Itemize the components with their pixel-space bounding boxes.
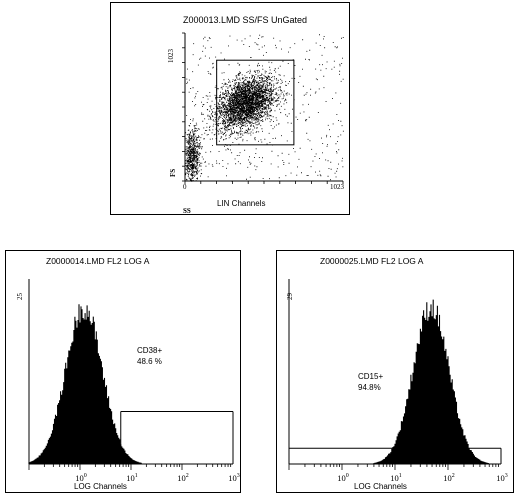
scatter-xtick-0: 0 xyxy=(183,183,187,191)
hist-bar-series xyxy=(28,304,142,464)
hist-x-tick-label: 103 xyxy=(496,473,508,483)
histogram-plot-cd38: Z0000014.LMD FL2 LOG A 25 LOG Channels C… xyxy=(16,256,240,491)
scatter-xlabel: LIN Channels xyxy=(217,199,265,208)
histogram-plot-cd15: Z0000025.LMD FL2 LOG A 29 LOG Channels C… xyxy=(286,256,508,491)
scatter-xtick-1023: 1023 xyxy=(330,183,345,191)
hist-cd38-xlabel: LOG Channels xyxy=(74,482,127,491)
hist-x-tick-label: 102 xyxy=(177,473,189,483)
hist-cd15-gate-label: CD15+ xyxy=(358,372,383,381)
scatter-axes xyxy=(182,32,344,184)
hist-cd38-title: Z0000014.LMD FL2 LOG A xyxy=(46,256,150,266)
hist-x-tick-label: 100 xyxy=(337,473,349,483)
scatter-plot: Z000013.LMD SS/FS UnGated FS SS LIN Chan… xyxy=(167,15,345,215)
scatter-events xyxy=(185,34,344,182)
hist-cd38-ytick: 25 xyxy=(16,293,24,301)
hist-cd15-ytick: 29 xyxy=(286,293,294,301)
hist-bar-series xyxy=(373,299,489,464)
hist-cd38-gate-percent: 48.6 % xyxy=(137,357,162,366)
histogram-panel-cd38: Z0000014.LMD FL2 LOG A 25 LOG Channels C… xyxy=(5,250,241,493)
hist-cd38-xticks: 100 101 102 103 xyxy=(75,473,240,483)
histogram-panel-cd15: Z0000025.LMD FL2 LOG A 29 LOG Channels C… xyxy=(276,250,514,493)
scatter-title: Z000013.LMD SS/FS UnGated xyxy=(183,15,307,25)
scatter-event-dots xyxy=(185,34,344,182)
scatter-gate-rectangle xyxy=(216,59,295,146)
hist-cd15-gate-percent: 94.8% xyxy=(358,383,381,392)
scatter-panel: Z000013.LMD SS/FS UnGated FS SS LIN Chan… xyxy=(110,2,350,215)
hist-cd38-axes xyxy=(28,279,234,470)
hist-x-tick-label: 101 xyxy=(126,473,138,483)
hist-x-tick-label: 102 xyxy=(443,473,455,483)
hist-cd15-axes xyxy=(288,279,502,470)
scatter-ylabel: FS xyxy=(169,169,177,177)
scatter-corner-label: SS xyxy=(183,207,191,215)
hist-cd15-xticks: 100 101 102 103 xyxy=(337,473,508,483)
hist-cd38-bars xyxy=(28,304,142,464)
hist-cd15-title: Z0000025.LMD FL2 LOG A xyxy=(320,256,424,266)
hist-x-tick-label: 101 xyxy=(390,473,402,483)
hist-cd38-gate-label: CD38+ xyxy=(137,346,162,355)
hist-x-tick-label: 103 xyxy=(228,473,240,483)
scatter-ytick-1023: 1023 xyxy=(167,49,175,64)
hist-cd15-xlabel: LOG Channels xyxy=(354,482,407,491)
hist-x-tick-label: 100 xyxy=(75,473,87,483)
hist-cd15-bars xyxy=(373,299,489,464)
